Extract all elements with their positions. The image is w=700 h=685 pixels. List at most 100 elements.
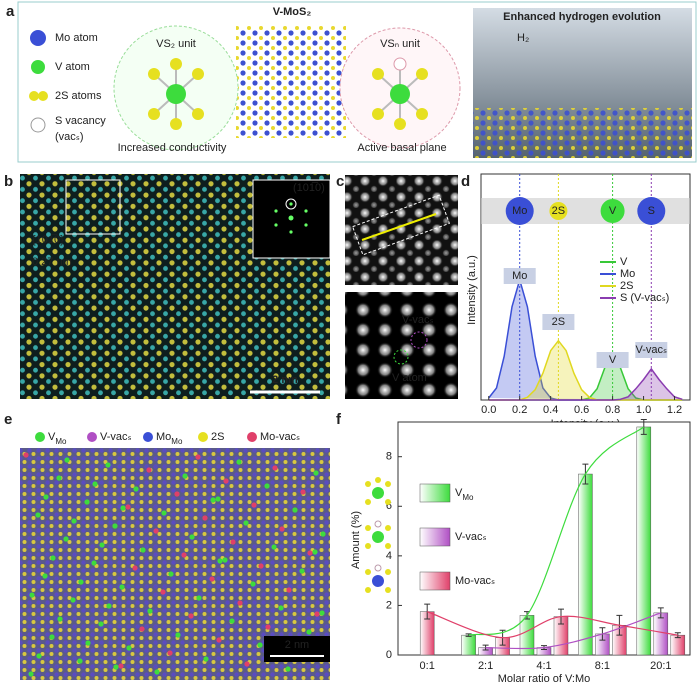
dopant [98, 621, 104, 627]
dopant [71, 518, 77, 524]
dopant [132, 565, 138, 571]
dopant [78, 579, 84, 585]
dopant [216, 637, 222, 643]
scale-box [264, 636, 330, 662]
legend-text: 2S [620, 280, 633, 292]
structure-atom [549, 202, 568, 220]
dopant [174, 491, 180, 497]
label: Mo-vacₛ [260, 431, 300, 443]
legend-icon [385, 499, 391, 505]
x-tick-label: 0.0 [481, 404, 496, 416]
atom [192, 68, 204, 80]
dopant [271, 544, 277, 550]
dopant [50, 555, 56, 561]
axis-title: Amount (%) [350, 511, 362, 569]
lattice-model [236, 26, 346, 138]
series-line [488, 367, 683, 401]
dopant [133, 486, 139, 492]
dopant [257, 642, 263, 648]
bar [461, 634, 476, 656]
structure-atom [637, 197, 666, 225]
dopant [223, 478, 229, 484]
label: Enhanced hydrogen evolution [503, 11, 661, 23]
dopant [125, 504, 131, 510]
dopant [154, 669, 160, 675]
x-tick-label: 1.0 [636, 404, 651, 416]
legend-icon [365, 587, 371, 593]
dopant [243, 520, 249, 526]
label: 2S [552, 205, 565, 217]
dopant [292, 507, 298, 513]
legend-icon [385, 525, 391, 531]
dopant [312, 549, 318, 555]
legend-icon [374, 520, 382, 528]
dopant [175, 632, 181, 638]
legend-dot [87, 432, 97, 442]
dopant [56, 475, 62, 481]
y-tick-label: 2 [386, 599, 392, 611]
atom [192, 108, 204, 120]
legend-icon [374, 564, 382, 572]
label: Mo [512, 205, 527, 217]
dopant [222, 557, 228, 563]
legend-icon [372, 487, 384, 499]
label: 2 nm [272, 374, 298, 386]
dopant [36, 653, 42, 659]
dopant [182, 473, 188, 479]
dopant [279, 526, 285, 532]
label: VMo [455, 487, 474, 502]
hydrogen-lattice [473, 108, 692, 158]
title: V-MoS₂ [273, 6, 312, 18]
atom [372, 108, 384, 120]
peak-tag [503, 268, 536, 284]
atom-ring [393, 349, 409, 365]
structure-atom [600, 199, 625, 223]
dopant [35, 512, 41, 518]
atom [372, 68, 384, 80]
legend-icon [365, 525, 371, 531]
label-main: 2S [211, 431, 224, 443]
label-main: V [48, 431, 56, 443]
bar [578, 473, 593, 656]
dopant [126, 645, 132, 651]
legend-icon [372, 531, 384, 543]
dopant [91, 560, 97, 566]
label: VS₂ unit [156, 38, 196, 50]
label-main: Mo-vacₛ [260, 431, 300, 443]
atom [416, 108, 428, 120]
label: VMo [48, 431, 67, 446]
legend-icon [375, 477, 381, 483]
dopant [195, 454, 201, 460]
inset-box [65, 179, 121, 235]
label: H₂ [517, 32, 529, 44]
dopant [113, 664, 119, 670]
atom [170, 118, 182, 130]
stem-zoom [345, 175, 458, 285]
dopant [161, 510, 167, 516]
legend-text: V [620, 256, 628, 268]
dopant [160, 589, 166, 595]
legend-text: (vacₛ) [55, 131, 84, 143]
fft-spot [289, 202, 293, 206]
panel-label: f [336, 411, 342, 428]
dopant [250, 581, 256, 587]
legend-icon [385, 481, 391, 487]
dopant [70, 597, 76, 603]
peak-tag [542, 314, 575, 330]
dopant [77, 658, 83, 664]
dopant [272, 465, 278, 471]
fft-spot [289, 230, 293, 234]
dopant [120, 505, 126, 511]
dopant [251, 502, 257, 508]
fft-spot [274, 209, 278, 213]
axis-title: Molar ratio of V:Mo [498, 673, 591, 685]
legend-swatch [419, 483, 451, 503]
atom [390, 84, 410, 104]
x-tick-label: 8:1 [595, 660, 610, 672]
region-box [352, 194, 450, 256]
x-tick-label: 0:1 [420, 660, 435, 672]
dopant [42, 573, 48, 579]
legend-s [38, 91, 48, 101]
label: V [609, 205, 617, 217]
fft-spot [274, 223, 278, 227]
